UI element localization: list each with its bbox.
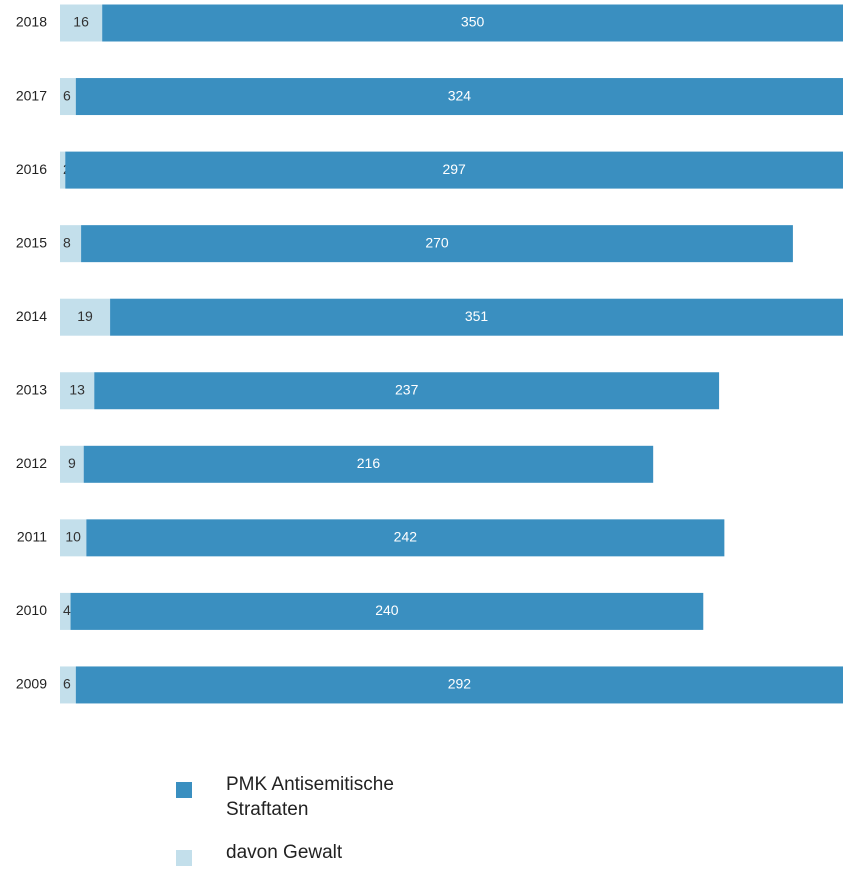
value-label: 4 xyxy=(63,602,71,618)
plot: 2018163502017632420162297201582702014193… xyxy=(16,4,843,704)
value-label: 10 xyxy=(65,529,81,545)
bar-segment xyxy=(81,225,793,263)
legend-item: PMK Antisemitische Straftaten xyxy=(176,772,446,822)
legend-swatch xyxy=(176,850,192,866)
bar-segment xyxy=(75,666,843,704)
bar-segment xyxy=(60,519,87,557)
legend-item: davon Gewalt xyxy=(176,840,446,866)
bar-segment xyxy=(102,4,843,42)
bar-segment xyxy=(60,151,66,189)
bar-segment xyxy=(60,298,111,336)
y-tick-label: 2014 xyxy=(16,308,47,324)
value-label: 6 xyxy=(63,87,71,103)
legend-label: davon Gewalt xyxy=(226,842,343,863)
bar-segment xyxy=(65,151,843,189)
y-tick-label: 2009 xyxy=(16,676,47,692)
bar-segment xyxy=(60,592,71,630)
value-label: 9 xyxy=(68,455,76,471)
bar-segment xyxy=(60,666,76,704)
value-label: 19 xyxy=(77,308,93,324)
value-label: 13 xyxy=(69,381,85,397)
bar-segment xyxy=(60,225,82,263)
value-label: 242 xyxy=(394,529,418,545)
value-label: 297 xyxy=(442,161,466,177)
value-label: 270 xyxy=(425,234,449,250)
value-label: 240 xyxy=(375,602,399,618)
bar-segment xyxy=(110,298,843,336)
value-label: 324 xyxy=(448,87,472,103)
value-label: 16 xyxy=(73,14,89,30)
value-label: 350 xyxy=(461,14,485,30)
value-label: 351 xyxy=(465,308,489,324)
legend-label: PMK Antisemitische Straftaten xyxy=(226,774,394,820)
bar-segment xyxy=(60,4,103,42)
bar-segment xyxy=(60,445,84,483)
y-tick-label: 2016 xyxy=(16,161,47,177)
y-tick-label: 2018 xyxy=(16,14,47,30)
value-label: 216 xyxy=(357,455,381,471)
y-tick-label: 2015 xyxy=(16,234,47,250)
bar-segment xyxy=(60,78,76,116)
bar-segment xyxy=(94,372,720,410)
value-label: 8 xyxy=(63,234,71,250)
legend-swatch xyxy=(176,782,192,798)
value-label: 292 xyxy=(448,676,472,692)
value-label: 237 xyxy=(395,381,419,397)
y-tick-label: 2011 xyxy=(17,529,47,545)
bars: 2018163502017632420162297201582702014193… xyxy=(16,4,843,704)
y-tick-label: 2017 xyxy=(16,87,47,103)
bar-segment xyxy=(86,519,725,557)
value-label: 6 xyxy=(63,676,71,692)
bar-segment xyxy=(60,372,95,410)
bar-segment xyxy=(83,445,654,483)
bar-segment xyxy=(75,78,843,116)
y-tick-label: 2010 xyxy=(16,602,47,618)
bar-segment xyxy=(70,592,704,630)
y-tick-label: 2013 xyxy=(16,381,47,397)
y-tick-label: 2012 xyxy=(16,455,47,471)
